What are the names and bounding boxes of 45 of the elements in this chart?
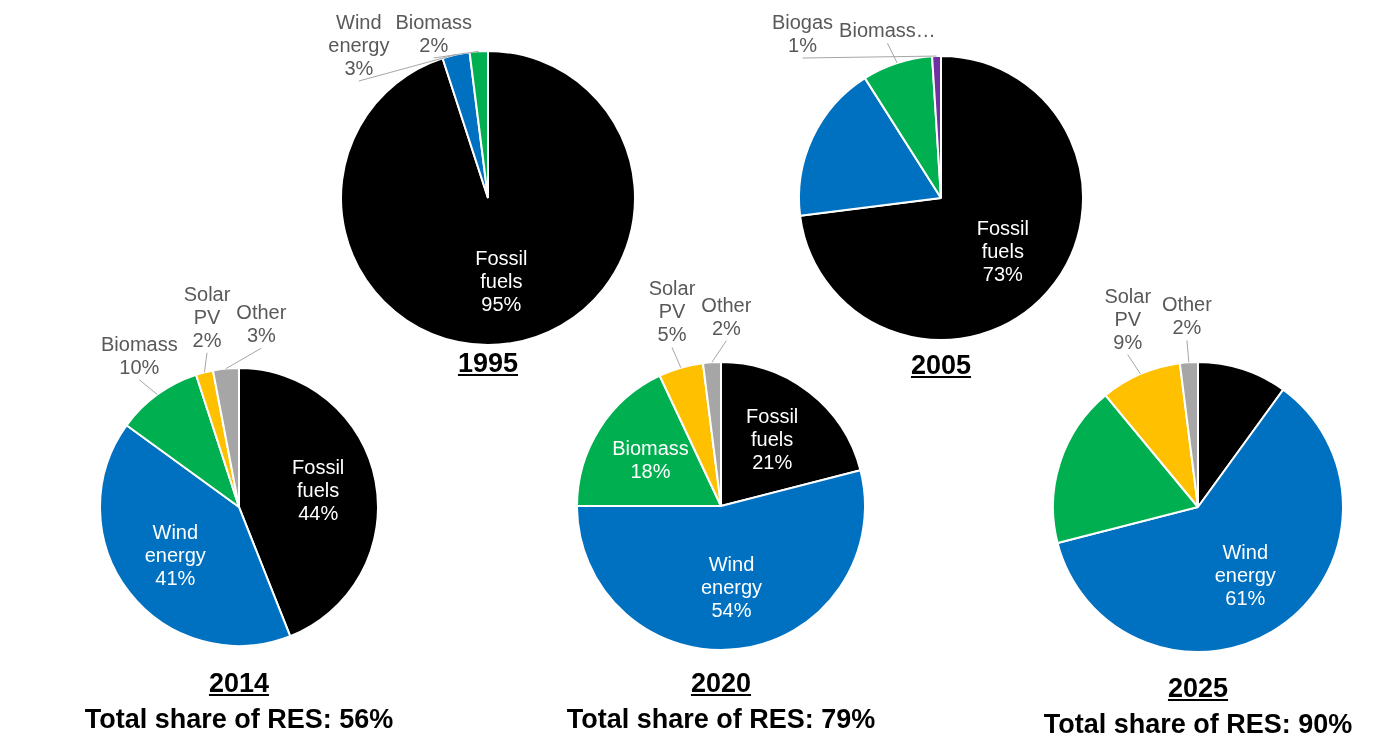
slice-label: Biomass <box>612 437 689 460</box>
text: 1995 <box>456 347 520 380</box>
data-label: 5% <box>657 323 687 346</box>
slice-label: Wind energy <box>1214 541 1276 587</box>
text: Total share of RES: 79% <box>565 703 877 734</box>
data-label: 54% <box>711 599 752 622</box>
data-label: 9% <box>1113 330 1143 353</box>
slice-label: Solar PV <box>1104 284 1152 330</box>
text: 2014 <box>207 667 271 700</box>
data-label: 1% <box>788 34 818 57</box>
slice-label: Fossil fuels <box>976 216 1029 262</box>
text: Total share of RES: 56% <box>83 703 395 734</box>
text: 2005 <box>910 350 972 380</box>
slice-label: Biogas <box>771 11 834 34</box>
slice-label: Wind energy <box>328 11 390 57</box>
data-label: 18% <box>630 460 671 483</box>
text: Total share of RES: 90% <box>1042 708 1354 734</box>
slice-label: Other <box>701 293 752 316</box>
slice-label: Wind energy <box>700 553 763 599</box>
slice-label: Biomass… <box>839 19 936 42</box>
data-label: 2% <box>419 34 449 57</box>
data-label: 2% <box>711 316 742 339</box>
data-label: 95% <box>481 292 522 315</box>
slice-label: Other <box>236 301 287 324</box>
data-label: 10% <box>119 355 160 378</box>
text: 2025 <box>1166 672 1230 705</box>
slice-label: Other <box>1161 293 1213 316</box>
data-label: 2% <box>1172 316 1202 339</box>
text: 2020 <box>689 667 753 700</box>
slice-label: Fossil fuels <box>746 404 799 450</box>
slice-label: Solar PV <box>183 282 231 328</box>
slice-label: Biomass <box>100 332 178 355</box>
data-label: 44% <box>298 502 339 525</box>
slice-label: Fossil fuels <box>475 246 528 292</box>
data-label: 61% <box>1225 587 1266 610</box>
data-label: 21% <box>752 450 793 473</box>
slice-label: Biomass <box>395 11 473 34</box>
data-label: 2% <box>192 328 222 351</box>
data-label: 73% <box>982 262 1024 285</box>
data-label: 3% <box>344 57 374 80</box>
slice-label: Solar PV <box>648 277 696 323</box>
slice-label: Fossil fuels <box>292 456 345 502</box>
data-label: 3% <box>246 324 277 347</box>
slice-label: Wind energy <box>144 520 206 566</box>
data-label: 41% <box>155 566 196 589</box>
